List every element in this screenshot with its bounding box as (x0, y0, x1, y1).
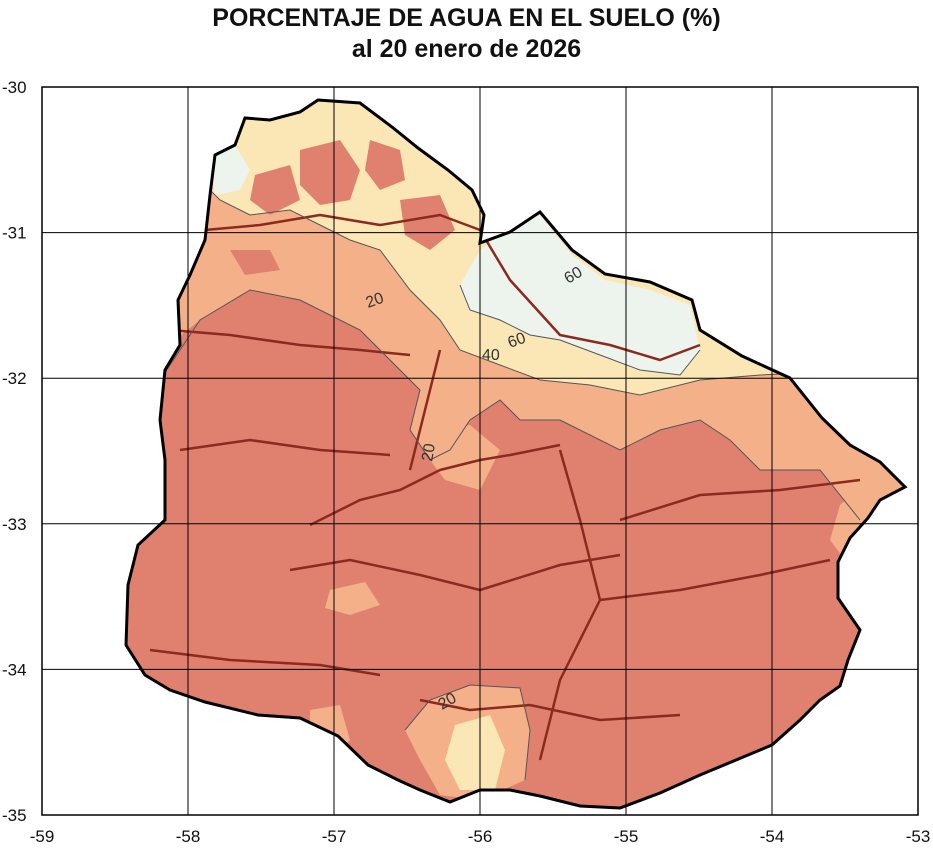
contour-label: 60 (562, 264, 586, 288)
rivers (149, 213, 861, 761)
tick-labels: -59 -58 -57 -56 -55 -54 -53 -30 -31 -32 -33 -34 -35 (2, 78, 930, 846)
contour-label: 60 (506, 330, 529, 352)
river-tacuarembo (408, 349, 442, 471)
x-tick-label: -59 (30, 827, 55, 846)
y-tick-label: -32 (2, 369, 27, 388)
zone-below-20-patch-2 (365, 140, 405, 190)
river-arapey (179, 438, 391, 457)
contour-label: 40 (482, 347, 500, 364)
map-subtitle: al 20 enero de 2026 (351, 35, 582, 63)
soil-water-zones (126, 100, 905, 808)
x-tick-label: -54 (760, 827, 785, 846)
y-tick-label: -30 (2, 78, 27, 97)
contour-label-group: 60 20 40 60 20 20 (364, 264, 586, 714)
river-santa-lucia (149, 648, 381, 677)
map-title: PORCENTAJE DE AGUA EN EL SUELO (%) (212, 4, 721, 32)
contour-label: 20 (364, 290, 387, 312)
y-tick-label: -34 (2, 660, 27, 679)
zone-above-60-north-west (208, 145, 250, 195)
x-tick-label: -57 (322, 827, 347, 846)
map-frame (41, 86, 919, 816)
x-tick-label: -58 (176, 827, 201, 846)
river-cebollati (599, 558, 831, 602)
zone-20-40-center-strip (425, 425, 500, 490)
zone-below-20-patch-5 (230, 250, 280, 275)
river-south-branch (419, 698, 681, 722)
y-tick-label: -33 (2, 515, 27, 534)
river-east-branch (538, 449, 602, 761)
zone-below-20-patch-4 (400, 195, 455, 250)
river-yi (289, 553, 621, 592)
contour-label: 20 (419, 442, 439, 463)
y-tick-label: -35 (2, 806, 27, 825)
river-tacuari (619, 478, 861, 522)
x-tick-label: -55 (614, 827, 639, 846)
zone-below-20-patch-1 (300, 140, 360, 205)
zone-below-20-patch-3 (250, 165, 300, 215)
contour-label: 20 (436, 690, 460, 714)
y-tick-label: -31 (2, 224, 27, 243)
zone-20-40-central (325, 582, 380, 615)
x-tick-label: -56 (468, 827, 493, 846)
contour-40 (199, 179, 821, 396)
river-queguay (169, 328, 411, 357)
river-negro (309, 443, 561, 527)
zone-above-60-north-east (460, 215, 700, 375)
zone-40-60-south (445, 715, 505, 790)
x-tick-label: -53 (906, 827, 931, 846)
contour-20-south (404, 684, 531, 781)
contour-20-north (159, 289, 861, 521)
